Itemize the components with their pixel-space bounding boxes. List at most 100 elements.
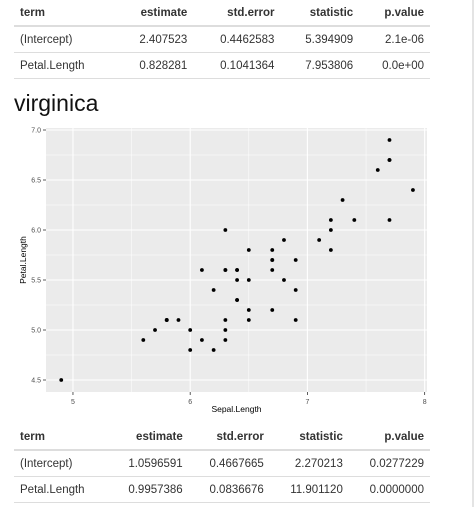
cell-estimate: 1.0596591 [107, 450, 189, 477]
data-point [211, 348, 216, 352]
data-point [235, 278, 239, 282]
data-point [176, 318, 181, 322]
data-point [270, 308, 275, 312]
data-point [246, 248, 251, 252]
major-gridlines [46, 128, 427, 392]
column-header-term: term [14, 0, 115, 27]
scatter-chart: 5 6 7 8 4.5 5.0 5.5 6.0 6.5 7.0 Sepal.Length Pet… [18, 128, 427, 414]
y-tick-label: 4.5 [31, 378, 41, 385]
cell-term: Petal.Length [14, 476, 108, 503]
data-point [270, 258, 275, 262]
data-point [246, 308, 251, 312]
data-point [164, 318, 169, 322]
y-tick-label: 5.0 [31, 328, 41, 335]
cell-std-error: 0.1041364 [193, 52, 281, 79]
data-point [246, 278, 251, 282]
table-row: Petal.Length 0.9957386 0.0836676 11.9011… [14, 476, 430, 503]
section-title: virginica [14, 90, 99, 116]
data-point [282, 278, 286, 282]
coefficients-table-top: term estimate std.error statistic p.valu… [14, 0, 430, 79]
y-axis-label: Petal.Length [18, 236, 28, 284]
data-point [270, 248, 275, 252]
cell-estimate: 2.407523 [114, 26, 194, 53]
x-axis-label: Sepal.Length [211, 404, 261, 414]
column-header-estimate: estimate [107, 425, 189, 451]
y-tick-label: 6.0 [31, 228, 41, 235]
cell-p-value: 2.1e-06 [359, 26, 430, 53]
x-tick-label: 8 [423, 399, 427, 406]
cell-p-value: 0.0000000 [348, 476, 430, 503]
cell-p-value: 0.0277229 [348, 450, 430, 477]
table-header-row: term estimate std.error statistic p.valu… [14, 425, 430, 451]
data-points [59, 138, 415, 382]
data-point [246, 318, 251, 322]
cell-term: Petal.Length [14, 52, 115, 79]
column-header-p-value: p.value [359, 0, 430, 27]
data-point [282, 238, 286, 242]
data-point [352, 218, 357, 222]
x-tick-label: 6 [188, 399, 192, 406]
x-axis: 5 6 7 8 [71, 392, 427, 406]
table-row: (Intercept) 2.407523 0.4462583 5.394909 … [14, 26, 430, 53]
data-point [141, 338, 146, 342]
column-header-p-value: p.value [348, 425, 430, 451]
coefficients-table-bottom: term estimate std.error statistic p.valu… [14, 425, 430, 503]
data-point [223, 338, 228, 342]
x-tick-label: 7 [305, 399, 309, 406]
data-point [223, 328, 228, 332]
cell-estimate: 0.828281 [114, 52, 194, 79]
minor-gridlines [46, 128, 427, 392]
cell-statistic: 7.953806 [280, 52, 360, 79]
data-point [293, 288, 298, 292]
cell-std-error: 0.4667665 [188, 450, 270, 477]
data-point [270, 268, 275, 272]
y-tick-label: 5.5 [31, 278, 41, 285]
cell-term: (Intercept) [14, 450, 108, 477]
data-point [235, 298, 239, 302]
table-row: Petal.Length 0.828281 0.1041364 7.953806… [14, 52, 430, 79]
x-tick-label: 5 [71, 399, 75, 406]
data-point [328, 218, 333, 222]
data-point [293, 258, 298, 262]
data-point [223, 228, 228, 232]
column-header-estimate: estimate [114, 0, 194, 27]
table-header-row: term estimate std.error statistic p.valu… [14, 0, 430, 27]
table-row: (Intercept) 1.0596591 0.4667665 2.270213… [14, 450, 430, 477]
column-header-statistic: statistic [280, 0, 360, 27]
column-header-statistic: statistic [269, 425, 349, 451]
column-header-std-error: std.error [188, 425, 270, 451]
cell-statistic: 11.901120 [269, 476, 349, 503]
plot-panel [46, 128, 427, 392]
data-point [223, 268, 228, 272]
cell-p-value: 0.0e+00 [359, 52, 430, 79]
data-point [153, 328, 157, 332]
scrollbar-track[interactable] [472, 0, 474, 507]
cell-std-error: 0.4462583 [193, 26, 281, 53]
data-point [235, 268, 239, 272]
cell-statistic: 5.394909 [280, 26, 360, 53]
data-point [328, 228, 333, 232]
data-point [211, 288, 216, 292]
data-point [59, 378, 64, 382]
data-point [200, 268, 204, 272]
data-point [387, 158, 392, 162]
data-point [317, 238, 322, 242]
data-point [387, 138, 392, 142]
data-point [328, 248, 333, 252]
data-point [200, 338, 204, 342]
cell-statistic: 2.270213 [269, 450, 349, 477]
data-point [188, 328, 193, 332]
cell-term: (Intercept) [14, 26, 115, 53]
y-axis: 4.5 5.0 5.5 6.0 6.5 7.0 [31, 128, 46, 385]
data-point [340, 198, 345, 202]
data-point [387, 218, 392, 222]
cell-std-error: 0.0836676 [188, 476, 270, 503]
y-tick-label: 6.5 [31, 178, 41, 185]
column-header-term: term [14, 425, 108, 451]
data-point [411, 188, 415, 192]
y-tick-label: 7.0 [31, 128, 41, 135]
data-point [223, 318, 228, 322]
column-header-std-error: std.error [193, 0, 281, 27]
cell-estimate: 0.9957386 [107, 476, 189, 503]
data-point [375, 168, 380, 172]
